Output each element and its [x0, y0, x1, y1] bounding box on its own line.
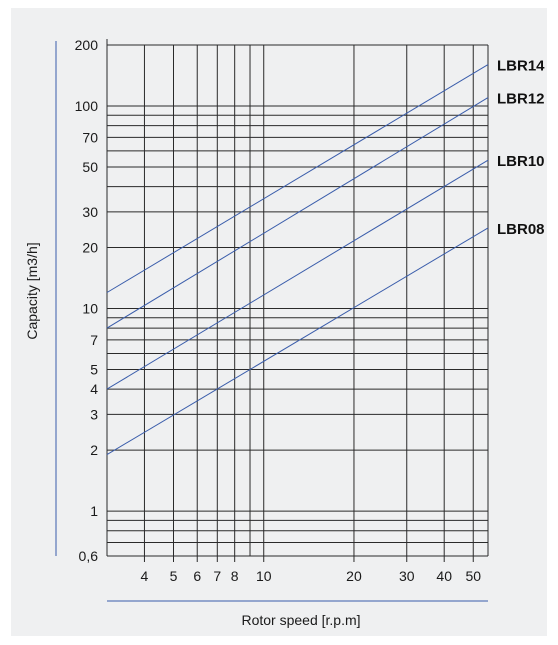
- x-tick-labels: 4 5 6 7 8 10 20 30 40 50: [141, 568, 482, 584]
- series-label-lbr14: LBR14: [497, 58, 545, 75]
- y-tick-label: 7: [90, 332, 98, 348]
- x-tick-label: 7: [213, 568, 221, 584]
- x-tick-label: 20: [346, 568, 362, 584]
- y-tick-label: 200: [75, 37, 99, 53]
- x-tick-label: 8: [231, 568, 239, 584]
- y-tick-label: 70: [82, 129, 98, 145]
- x-tick-label: 50: [465, 568, 481, 584]
- series-lines: [106, 64, 489, 456]
- series-labels: LBR14 LBR12 LBR10 LBR08: [497, 58, 545, 238]
- series-line-lbr10: [106, 159, 489, 390]
- series-label-lbr10: LBR10: [497, 153, 545, 170]
- y-tick-label: 50: [82, 159, 98, 175]
- y-tick-label: 0,6: [79, 548, 99, 564]
- x-tick-label: 10: [256, 568, 272, 584]
- y-tick-label: 30: [82, 204, 98, 220]
- x-axis-title: Rotor speed [r.p.m]: [241, 612, 360, 628]
- grid-lines: [106, 39, 489, 562]
- series-line-lbr12: [106, 97, 489, 329]
- x-tick-label: 5: [170, 568, 178, 584]
- y-tick-label: 20: [82, 240, 98, 256]
- y-tick-labels: 0,6 1 2 3 4 5 7 10 20 30 50 70 100 200: [75, 37, 99, 564]
- y-tick-label: 3: [90, 406, 98, 422]
- x-tick-label: 6: [193, 568, 201, 584]
- x-tick-label: 30: [399, 568, 415, 584]
- series-label-lbr12: LBR12: [497, 91, 545, 108]
- series-line-lbr08: [106, 227, 489, 456]
- y-axis-title: Capacity [m3/h]: [24, 242, 40, 339]
- y-tick-label: 1: [90, 503, 98, 519]
- y-tick-label: 4: [90, 381, 98, 397]
- y-tick-label: 5: [90, 361, 98, 377]
- x-tick-label: 4: [141, 568, 149, 584]
- y-tick-label: 100: [75, 98, 99, 114]
- y-tick-label: 10: [82, 301, 98, 317]
- y-tick-label: 2: [90, 442, 98, 458]
- series-label-lbr08: LBR08: [497, 221, 545, 238]
- x-tick-label: 40: [436, 568, 452, 584]
- chart-panel: 0,6 1 2 3 4 5 7 10 20 30 50 70 100 200 4 5 6 7 8 10 20 30 40 5…: [11, 8, 547, 636]
- series-line-lbr14: [106, 64, 489, 293]
